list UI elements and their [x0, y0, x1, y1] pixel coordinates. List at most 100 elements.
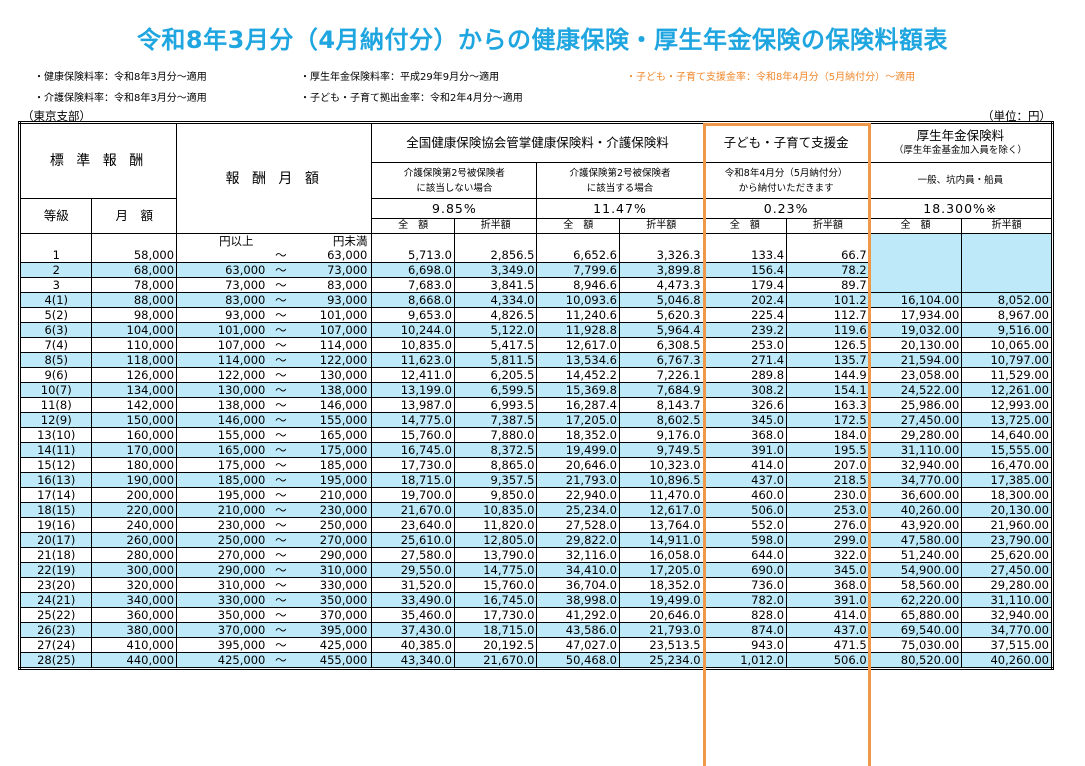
cell-remuneration-range: 93,000 ～ 101,000: [176, 307, 373, 323]
cell-care-half: 18,352.0: [619, 577, 704, 593]
header-child-half: 折半額: [786, 218, 870, 234]
cell-child-support-full: 271.4: [702, 352, 788, 368]
header-pension-half: 折半額: [961, 218, 1053, 234]
range-from: 185,000: [217, 473, 266, 487]
cell-child-support-full: 308.2: [702, 382, 788, 398]
range-from: 425,000: [217, 653, 266, 668]
premium-table-wrapper: 標 準 報 酬 報 酬 月 額 全国健康保険協会管掌健康保険料・介護保険料 子ど…: [18, 121, 1056, 766]
cell-health-half: 17,730.0: [453, 607, 538, 623]
cell-care-half: 19,499.0: [619, 592, 704, 608]
note-child-support-rate: ・子ども・子育て支援金率：令和8年4月分（5月納付分）～適用: [626, 72, 916, 83]
cell-health-full: 17,730.0: [371, 457, 455, 473]
table-row: 14(11) 170,000 165,000 ～ 175,000 16,745.0 8,37…: [18, 442, 1053, 458]
cell-health-full: 16,745.0: [371, 442, 455, 458]
cell-care-full: 38,998.0: [536, 592, 620, 608]
range-tilde: ～: [275, 458, 287, 472]
range-tilde: ～: [275, 533, 287, 547]
cell-child-support-full: 133.4: [702, 233, 788, 263]
cell-health-half: 13,790.0: [453, 547, 538, 563]
table-row: 12(9) 150,000 146,000 ～ 155,000 14,775.0 7,387…: [18, 412, 1053, 428]
cell-child-support-half: 368.0: [786, 577, 870, 593]
cell-care-half: 23,513.5: [619, 637, 704, 653]
range-from: 195,000: [217, 488, 266, 502]
cell-health-full: 40,385.0: [371, 637, 455, 653]
table-row: 21(18) 280,000 270,000 ～ 290,000 27,580.0 13,7…: [18, 547, 1053, 563]
cell-remuneration-range: 175,000 ～ 185,000: [176, 457, 373, 473]
cell-grade: 9(6): [18, 367, 93, 383]
range-tilde: ～: [275, 488, 287, 502]
cell-health-half: 5,417.5: [453, 337, 538, 353]
cell-care-full: 22,940.0: [536, 487, 620, 503]
cell-health-full: 21,670.0: [371, 502, 455, 518]
cell-grade: 24(21): [18, 592, 93, 608]
cell-child-support-half: 89.7: [786, 277, 870, 293]
cell-child-support-half: 101.2: [786, 292, 870, 308]
cell-pension-half: 37,515.00: [961, 637, 1053, 653]
range-tilde: ～: [275, 548, 287, 562]
cell-child-support-half: 322.0: [786, 547, 870, 563]
cell-monthly-amount: 190,000: [91, 472, 178, 488]
cell-grade: 25(22): [18, 607, 93, 623]
cell-care-half: 6,767.3: [619, 352, 704, 368]
cell-grade: 27(24): [18, 637, 93, 653]
cell-child-support-half: 506.0: [786, 652, 870, 669]
table-row: 13(10) 160,000 155,000 ～ 165,000 15,760.0 7,88…: [18, 427, 1053, 443]
header-care-full: 全 額: [536, 218, 620, 234]
cell-health-full: 13,987.0: [371, 397, 455, 413]
table-row: 1 58,000 円以上 円未満～ 63,000 5,713.0 2,856.5 6,652.…: [18, 233, 1053, 293]
cell-pension-half: 20,130.00: [961, 502, 1053, 518]
cell-care-half: 5,620.3: [619, 307, 704, 323]
cell-child-support-full: 202.4: [702, 292, 788, 308]
table-row: 25(22) 360,000 350,000 ～ 370,000 35,460.0 17,7…: [18, 607, 1053, 623]
cell-child-support-half: 154.1: [786, 382, 870, 398]
cell-monthly-amount: 160,000: [91, 427, 178, 443]
cell-health-full: 13,199.0: [371, 382, 455, 398]
cell-child-support-half: 163.3: [786, 397, 870, 413]
table-rows: 1 58,000 円以上 円未満～ 63,000 5,713.0 2,856.5 6,652.…: [18, 233, 1053, 669]
range-from: 155,000: [217, 428, 266, 442]
cell-pension-half: 17,385.00: [961, 472, 1053, 488]
cell-pension-half: 8,052.00: [961, 292, 1053, 308]
cell-health-full: 7,683.0: [371, 277, 455, 293]
cell-remuneration-range: 107,000 ～ 114,000: [176, 337, 373, 353]
cell-child-support-full: 239.2: [702, 322, 788, 338]
not-care-line1: 介護保険第2号被保険者: [403, 167, 505, 179]
cell-pension-half: 32,940.00: [961, 607, 1053, 623]
cell-child-support-half: 345.0: [786, 562, 870, 578]
cell-child-support-full: 506.0: [702, 502, 788, 518]
cell-child-support-full: 326.6: [702, 397, 788, 413]
table-row: 18(15) 220,000 210,000 ～ 230,000 21,670.0 10,8…: [18, 502, 1053, 518]
cell-health-full: 35,460.0: [371, 607, 455, 623]
range-tilde: ～: [275, 593, 287, 607]
header-remuneration-monthly: 報 酬 月 額: [176, 122, 373, 234]
cell-health-half: 4,826.5: [453, 307, 538, 323]
cell-pension-full: 24,522.00: [868, 382, 963, 398]
cell-grade: 4(1): [18, 292, 93, 308]
cell-health-half: 12,805.0: [453, 532, 538, 548]
cell-health-full: 27,580.0: [371, 547, 455, 563]
range-tilde: ～: [275, 278, 287, 292]
cell-health-half: 18,715.0: [453, 622, 538, 638]
cell-health-full: 10,244.0: [371, 322, 455, 338]
cell-care-full: 21,793.0: [536, 472, 620, 488]
cell-grade: 2: [18, 262, 93, 278]
range-from: 210,000: [217, 503, 266, 517]
cell-care-half: 8,602.5: [619, 412, 704, 428]
range-to: 175,000: [319, 443, 368, 457]
cell-health-half: 6,599.5: [453, 382, 538, 398]
range-to: 230,000: [319, 503, 368, 517]
table-row: 7(4) 110,000 107,000 ～ 114,000 10,835.0 5,417.…: [18, 337, 1053, 353]
cell-health-full: 12,411.0: [371, 367, 455, 383]
cell-health-half: 8,372.5: [453, 442, 538, 458]
cell-pension-half-empty: [961, 233, 1053, 293]
cell-health-half: 9,850.0: [453, 487, 538, 503]
cell-remuneration-range: 130,000 ～ 138,000: [176, 382, 373, 398]
cell-monthly-amount: 340,000: [91, 592, 178, 608]
cell-pension-half: 10,797.00: [961, 352, 1053, 368]
table-row: 23(20) 320,000 310,000 ～ 330,000 31,520.0 15,7…: [18, 577, 1053, 593]
cell-pension-half: 11,529.00: [961, 367, 1053, 383]
cell-pension-full: 23,058.00: [868, 367, 963, 383]
cell-care-half: 21,793.0: [619, 622, 704, 638]
cell-monthly-amount: 220,000: [91, 502, 178, 518]
range-to: 146,000: [319, 398, 368, 412]
